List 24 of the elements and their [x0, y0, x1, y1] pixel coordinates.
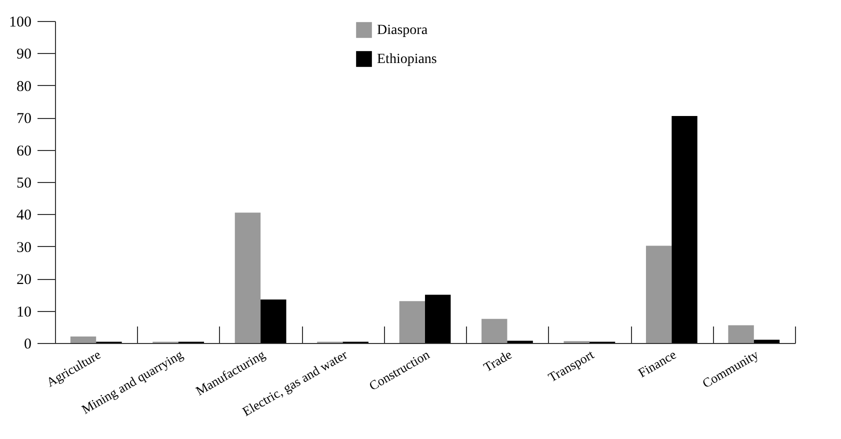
- bar: [672, 116, 698, 343]
- y-tick-label: 30: [16, 240, 32, 256]
- legend-label: Diaspora: [377, 23, 428, 38]
- bar: [646, 246, 672, 343]
- y-tick-label: 70: [16, 111, 32, 128]
- y-tick-label: 40: [16, 208, 32, 224]
- legend-label: Ethiopians: [377, 52, 437, 67]
- y-tick-label: 0: [24, 336, 32, 352]
- y-tick-label: 50: [16, 176, 32, 192]
- bar: [728, 325, 754, 343]
- y-tick-label: 100: [9, 14, 32, 30]
- y-tick-label: 90: [16, 46, 32, 63]
- y-tick-label: 10: [16, 304, 32, 320]
- bar: [425, 294, 451, 343]
- y-tick-label: 60: [16, 143, 32, 160]
- bar: [70, 336, 96, 343]
- bar: [234, 212, 261, 343]
- bar: [260, 300, 286, 343]
- bar: [482, 318, 508, 343]
- x-tick-label: Trade: [480, 346, 514, 375]
- y-tick-label: 80: [16, 78, 32, 95]
- bar: [754, 340, 780, 343]
- y-tick-label: 20: [16, 272, 32, 288]
- bar: [399, 301, 425, 343]
